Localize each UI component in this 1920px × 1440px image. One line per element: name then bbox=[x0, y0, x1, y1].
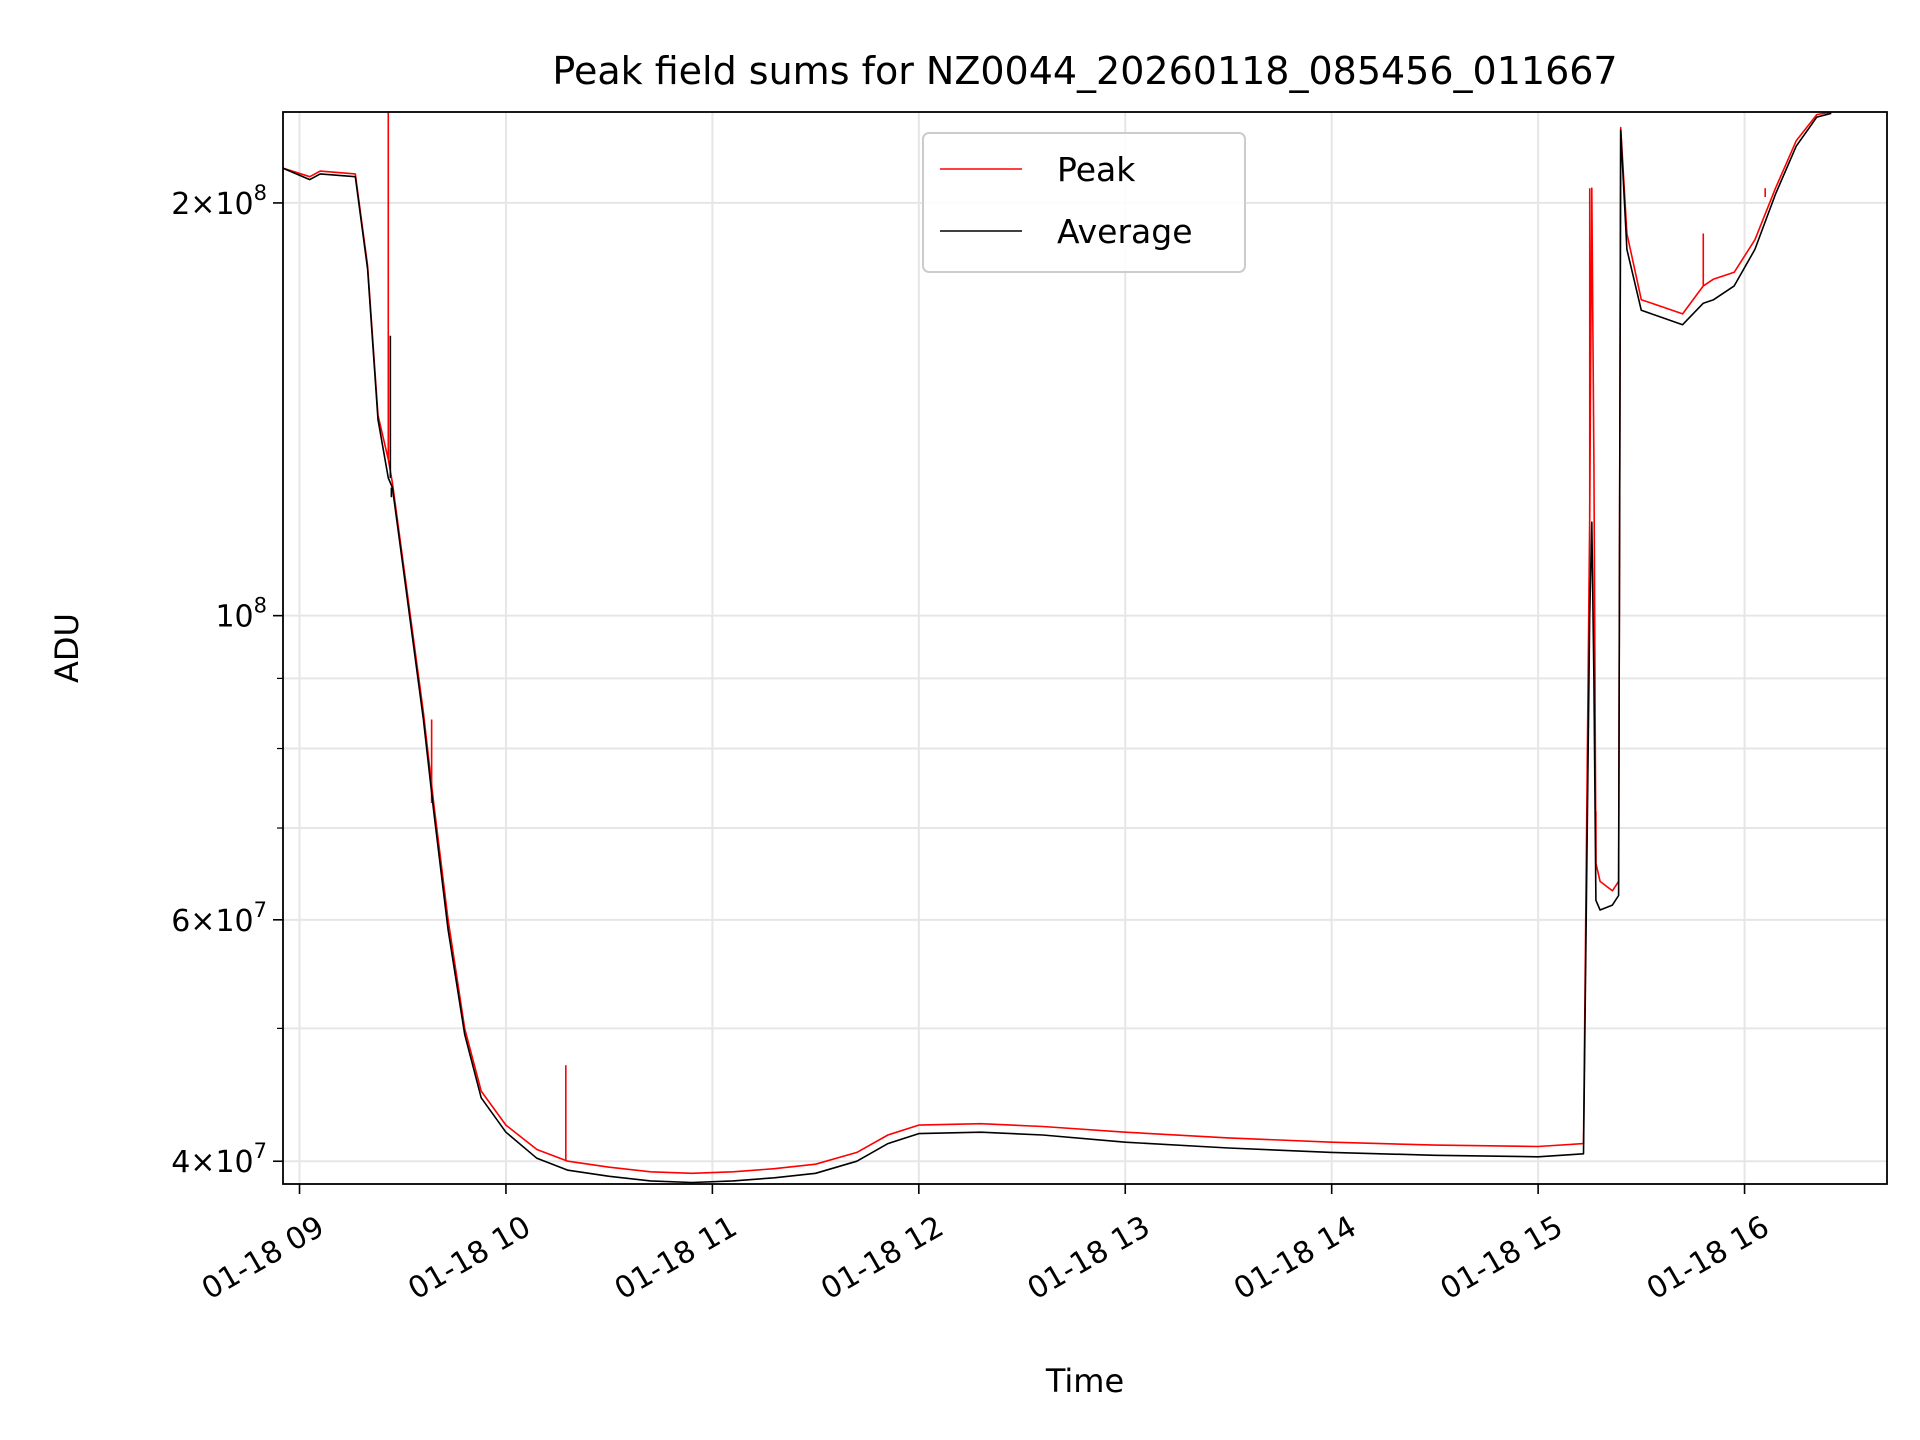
y-tick-label: 4×107 bbox=[171, 1139, 267, 1180]
legend-label-peak: Peak bbox=[1057, 150, 1136, 189]
y-tick-label: 2×108 bbox=[171, 181, 267, 222]
legend-box bbox=[922, 132, 1246, 273]
plot-frame bbox=[282, 111, 1888, 1185]
y-axis-label: ADU bbox=[48, 613, 86, 683]
chart-title: Peak field sums for NZ0044_20260118_0854… bbox=[552, 49, 1617, 93]
series-line-average bbox=[283, 112, 1832, 1184]
plot-series bbox=[283, 112, 1832, 1184]
y-tick-label: 108 bbox=[215, 594, 267, 635]
y-tick-label: 6×107 bbox=[171, 898, 267, 939]
x-axis-label: Time bbox=[1045, 1362, 1124, 1400]
series-line-peak bbox=[283, 112, 1832, 1175]
legend: Peak Average bbox=[922, 132, 1246, 273]
legend-label-average: Average bbox=[1057, 212, 1193, 251]
